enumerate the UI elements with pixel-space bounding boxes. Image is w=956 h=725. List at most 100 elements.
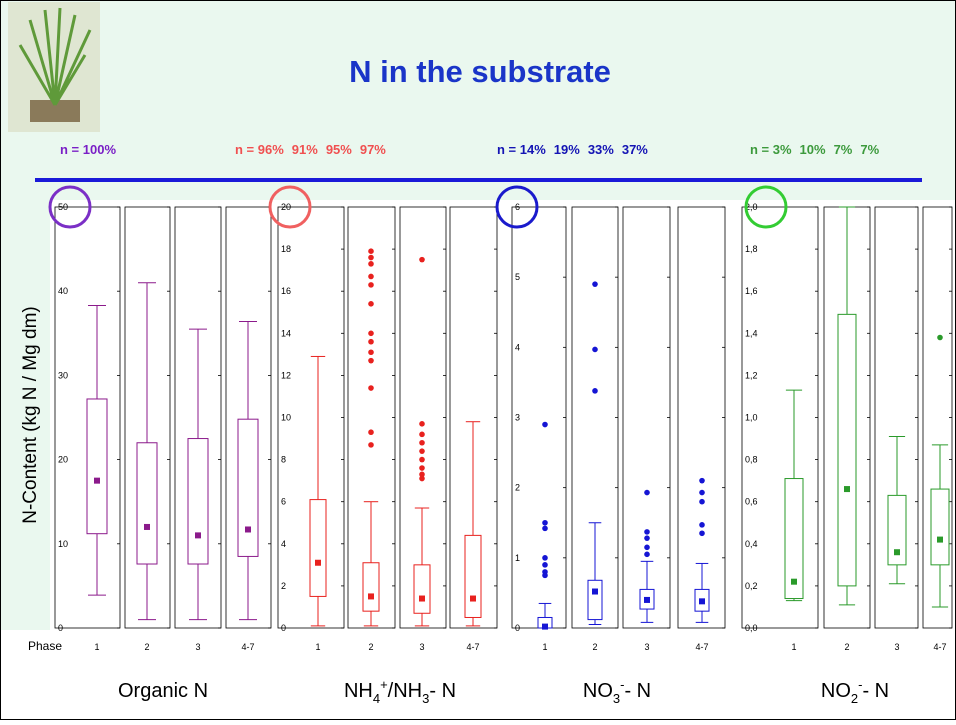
y-tick-label: 0 (58, 623, 63, 633)
outlier (419, 440, 425, 446)
center-marker (144, 524, 150, 530)
x-tick-label: 1 (791, 642, 796, 652)
outlier (644, 490, 650, 496)
group-label-part: 3 (613, 691, 620, 706)
outlier (644, 552, 650, 558)
outlier (419, 465, 425, 471)
group-label-part: /NH (388, 680, 422, 702)
center-marker (894, 549, 900, 555)
y-tick-label: 1,8 (745, 244, 758, 254)
y-tick-label: 30 (58, 370, 68, 380)
y-tick-label: 40 (58, 286, 68, 296)
y-tick-label: 1,4 (745, 328, 758, 338)
center-marker (245, 526, 251, 532)
y-tick-label: 1,0 (745, 413, 758, 423)
group-label-part: NO (821, 680, 851, 702)
center-marker (368, 593, 374, 599)
y-tick-label: 2 (515, 483, 520, 493)
slide-title: N in the substrate (349, 54, 611, 89)
n-label-part: n = 100% (60, 142, 116, 157)
panel-frame (348, 207, 395, 628)
x-axis-label: Phase (28, 639, 62, 653)
x-tick-label: 1 (94, 642, 99, 652)
outlier (419, 457, 425, 463)
center-marker (419, 596, 425, 602)
x-tick-label: 4-7 (466, 642, 479, 652)
y-tick-label: 6 (281, 497, 286, 507)
n-label: n = 96%91%95%97% (235, 142, 386, 157)
group-label-part: - N (862, 680, 889, 702)
y-tick-label: 16 (281, 286, 291, 296)
y-tick-label: 3 (515, 413, 520, 423)
outlier (368, 255, 374, 261)
group-label: Organic N (118, 680, 208, 702)
x-tick-label: 2 (144, 642, 149, 652)
group-label-part: Organic N (118, 680, 208, 702)
outlier (542, 573, 548, 579)
x-tick-label: 3 (195, 642, 200, 652)
outlier (699, 530, 705, 536)
group-label-part: NO (583, 680, 613, 702)
center-marker (937, 537, 943, 543)
center-marker (195, 532, 201, 538)
outlier (368, 331, 374, 337)
n-label-part: 97% (360, 142, 386, 157)
y-axis-label: N-Content (kg N / Mg dm) (20, 306, 41, 524)
n-label-part: 37% (622, 142, 648, 157)
x-tick-label: 3 (894, 642, 899, 652)
group-label: NH4+/NH3- N (344, 677, 456, 706)
outlier (592, 347, 598, 353)
n-label-part: n = 96% (235, 142, 284, 157)
outlier (699, 490, 705, 496)
outlier (542, 526, 548, 532)
y-tick-label: 0 (515, 623, 520, 633)
outlier (419, 448, 425, 454)
x-tick-label: 1 (315, 642, 320, 652)
x-tick-label: 1 (542, 642, 547, 652)
center-marker (844, 486, 850, 492)
outlier (542, 520, 548, 526)
outlier (419, 421, 425, 427)
n-label-part: 95% (326, 142, 352, 157)
n-label-part: 10% (800, 142, 826, 157)
y-tick-label: 6 (515, 202, 520, 212)
n-label: n = 100% (60, 142, 116, 157)
y-tick-label: 8 (281, 455, 286, 465)
y-tick-label: 20 (281, 202, 291, 212)
panel-frame (512, 207, 566, 628)
y-tick-label: 4 (281, 539, 286, 549)
outlier (644, 535, 650, 541)
outlier (368, 274, 374, 280)
center-marker (470, 596, 476, 602)
y-tick-label: 14 (281, 328, 291, 338)
header-background (0, 0, 956, 200)
outlier (368, 301, 374, 307)
y-tick-label: 1,6 (745, 286, 758, 296)
x-tick-label: 2 (368, 642, 373, 652)
center-marker (644, 597, 650, 603)
outlier (368, 429, 374, 435)
outlier (368, 442, 374, 448)
x-tick-label: 2 (844, 642, 849, 652)
outlier (699, 478, 705, 484)
outlier (592, 281, 598, 287)
outlier (699, 499, 705, 505)
n-label-part: 7% (860, 142, 879, 157)
x-tick-label: 3 (644, 642, 649, 652)
y-tick-label: 4 (515, 342, 520, 352)
panel-frame (450, 207, 497, 628)
n-label: n = 14%19%33%37% (497, 142, 648, 157)
outlier (368, 385, 374, 391)
y-tick-label: 0,2 (745, 581, 758, 591)
n-label-part: 33% (588, 142, 614, 157)
outlier (542, 555, 548, 561)
n-label-part: 19% (554, 142, 580, 157)
x-tick-label: 4-7 (241, 642, 254, 652)
y-tick-label: 1 (515, 553, 520, 563)
outlier (368, 339, 374, 345)
outlier (644, 529, 650, 535)
center-marker (592, 589, 598, 595)
outlier (937, 335, 943, 341)
y-tick-label: 0,0 (745, 623, 758, 633)
plant-photo (8, 2, 100, 132)
